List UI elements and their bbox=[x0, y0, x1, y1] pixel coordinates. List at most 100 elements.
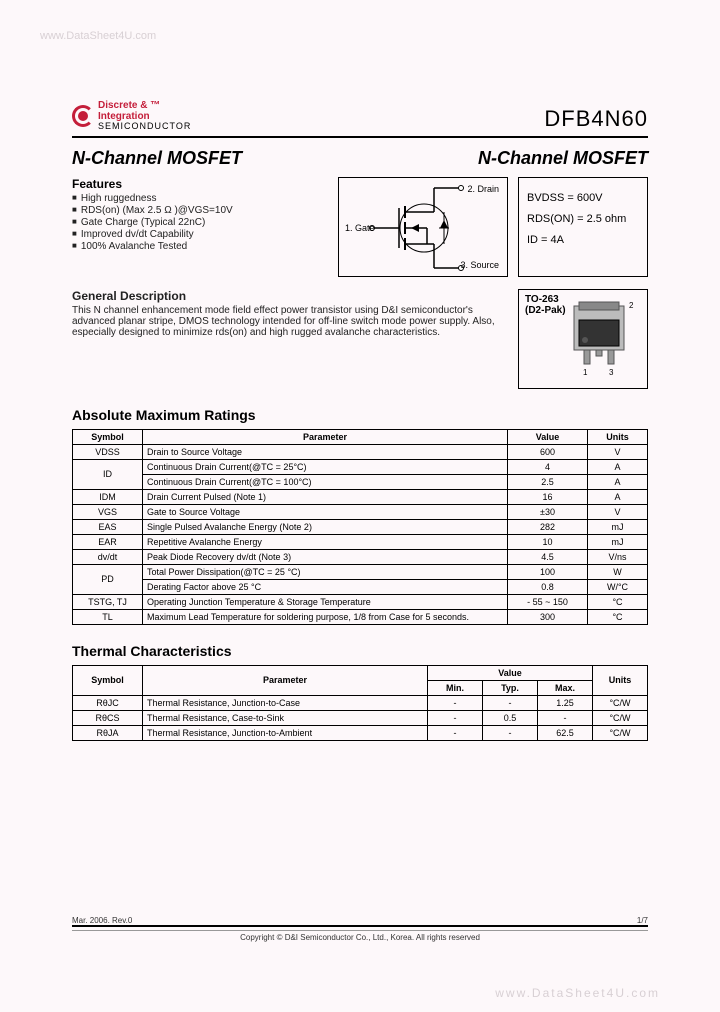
title-row: N-Channel MOSFET N-Channel MOSFET bbox=[72, 148, 648, 169]
footer-page: 1/7 bbox=[637, 916, 648, 925]
table-row: RθCSThermal Resistance, Case-to-Sink-0.5… bbox=[73, 710, 648, 725]
thermal-table: Symbol Parameter Value Units Min. Typ. M… bbox=[72, 665, 648, 741]
footer: Mar. 2006. Rev.0 1/7 Copyright © D&I Sem… bbox=[72, 916, 648, 942]
cell-unit: °C bbox=[588, 594, 648, 609]
table-row: Continuous Drain Current(@TC = 100°C)2.5… bbox=[73, 474, 648, 489]
cell-min: - bbox=[428, 710, 483, 725]
cell-unit: A bbox=[588, 474, 648, 489]
spec-id: ID = 4A bbox=[527, 230, 639, 251]
table-row: EARRepetitive Avalanche Energy10mJ bbox=[73, 534, 648, 549]
svg-text:2: 2 bbox=[629, 301, 634, 310]
cell-typ: - bbox=[483, 725, 538, 740]
svg-text:3: 3 bbox=[609, 368, 614, 377]
table-row: TLMaximum Lead Temperature for soldering… bbox=[73, 609, 648, 624]
table-row: VDSSDrain to Source Voltage600V bbox=[73, 444, 648, 459]
cell-unit: W/°C bbox=[588, 579, 648, 594]
cell-symbol: RθJA bbox=[73, 725, 143, 740]
cell-parameter: Maximum Lead Temperature for soldering p… bbox=[143, 609, 508, 624]
cell-symbol: EAR bbox=[73, 534, 143, 549]
cell-parameter: Drain Current Pulsed (Note 1) bbox=[143, 489, 508, 504]
table-row: RθJAThermal Resistance, Junction-to-Ambi… bbox=[73, 725, 648, 740]
th-max: Max. bbox=[538, 680, 593, 695]
cell-unit: mJ bbox=[588, 519, 648, 534]
footer-rev: Mar. 2006. Rev.0 bbox=[72, 916, 132, 925]
spec-box: BVDSS = 600V RDS(ON) = 2.5 ohm ID = 4A bbox=[518, 177, 648, 277]
header: Discrete & ™ Integration SEMICONDUCTOR D… bbox=[72, 100, 648, 138]
spec-rdson: RDS(ON) = 2.5 ohm bbox=[527, 209, 639, 230]
table-row: VGSGate to Source Voltage±30V bbox=[73, 504, 648, 519]
cell-value: 100 bbox=[508, 564, 588, 579]
cell-typ: 0.5 bbox=[483, 710, 538, 725]
abs-max-table: Symbol Parameter Value Units VDSSDrain t… bbox=[72, 429, 648, 625]
col-parameter: Parameter bbox=[143, 429, 508, 444]
watermark-top: www.DataSheet4U.com bbox=[40, 30, 156, 42]
cell-value: 16 bbox=[508, 489, 588, 504]
cell-value: 4 bbox=[508, 459, 588, 474]
cell-typ: - bbox=[483, 695, 538, 710]
cell-unit: W bbox=[588, 564, 648, 579]
cell-value: - 55 ~ 150 bbox=[508, 594, 588, 609]
cell-unit: V/ns bbox=[588, 549, 648, 564]
feature-item: Gate Charge (Typical 22nC) bbox=[72, 217, 328, 228]
gate-label: 1. Gate bbox=[345, 223, 375, 233]
title-left: N-Channel MOSFET bbox=[72, 148, 242, 169]
cell-parameter: Thermal Resistance, Junction-to-Ambient bbox=[143, 725, 428, 740]
table-row: RθJCThermal Resistance, Junction-to-Case… bbox=[73, 695, 648, 710]
cell-unit: V bbox=[588, 504, 648, 519]
logo-line3: SEMICONDUCTOR bbox=[98, 121, 191, 131]
table-row: IDMDrain Current Pulsed (Note 1)16A bbox=[73, 489, 648, 504]
logo: Discrete & ™ Integration SEMICONDUCTOR bbox=[72, 100, 191, 132]
cell-value: 0.8 bbox=[508, 579, 588, 594]
general-description: General Description This N channel enhan… bbox=[72, 289, 504, 338]
cell-parameter: Peak Diode Recovery dv/dt (Note 3) bbox=[143, 549, 508, 564]
watermark-bottom: www.DataSheet4U.com bbox=[495, 986, 660, 1000]
feature-item: 100% Avalanche Tested bbox=[72, 241, 328, 252]
cell-unit: A bbox=[588, 489, 648, 504]
feature-item: High ruggedness bbox=[72, 193, 328, 204]
cell-value: 2.5 bbox=[508, 474, 588, 489]
source-label: 3. Source bbox=[460, 260, 499, 270]
cell-value: 10 bbox=[508, 534, 588, 549]
features-row: Features High ruggedness RDS(on) (Max 2.… bbox=[72, 177, 648, 277]
col-units: Units bbox=[588, 429, 648, 444]
drain-label: 2. Drain bbox=[467, 184, 499, 194]
title-right: N-Channel MOSFET bbox=[478, 148, 648, 169]
cell-parameter: Thermal Resistance, Junction-to-Case bbox=[143, 695, 428, 710]
features-block: Features High ruggedness RDS(on) (Max 2.… bbox=[72, 177, 328, 253]
cell-symbol: EAS bbox=[73, 519, 143, 534]
cell-unit: °C bbox=[588, 609, 648, 624]
cell-parameter: Gate to Source Voltage bbox=[143, 504, 508, 519]
cell-symbol: TL bbox=[73, 609, 143, 624]
cell-unit: °C/W bbox=[593, 710, 648, 725]
table-row: PDTotal Power Dissipation(@TC = 25 °C)10… bbox=[73, 564, 648, 579]
cell-parameter: Continuous Drain Current(@TC = 100°C) bbox=[143, 474, 508, 489]
package-box: TO-263 (D2-Pak) 1 3 2 bbox=[518, 289, 648, 389]
cell-min: - bbox=[428, 725, 483, 740]
cell-max: - bbox=[538, 710, 593, 725]
th-min: Min. bbox=[428, 680, 483, 695]
cell-unit: °C/W bbox=[593, 695, 648, 710]
cell-parameter: Thermal Resistance, Case-to-Sink bbox=[143, 710, 428, 725]
cell-parameter: Continuous Drain Current(@TC = 25°C) bbox=[143, 459, 508, 474]
th-units: Units bbox=[593, 665, 648, 695]
cell-parameter: Operating Junction Temperature & Storage… bbox=[143, 594, 508, 609]
cell-value: 4.5 bbox=[508, 549, 588, 564]
cell-max: 62.5 bbox=[538, 725, 593, 740]
features-heading: Features bbox=[72, 177, 328, 191]
feature-item: RDS(on) (Max 2.5 Ω )@VGS=10V bbox=[72, 205, 328, 216]
svg-text:1: 1 bbox=[583, 368, 588, 377]
cell-symbol: dv/dt bbox=[73, 549, 143, 564]
logo-icon bbox=[72, 105, 94, 127]
general-heading: General Description bbox=[72, 289, 504, 303]
feature-item: Improved dv/dt Capability bbox=[72, 229, 328, 240]
cell-symbol: RθCS bbox=[73, 710, 143, 725]
cell-parameter: Single Pulsed Avalanche Energy (Note 2) bbox=[143, 519, 508, 534]
table-row: IDContinuous Drain Current(@TC = 25°C)4A bbox=[73, 459, 648, 474]
package-icon: 1 3 2 bbox=[559, 300, 639, 380]
table-row: EASSingle Pulsed Avalanche Energy (Note … bbox=[73, 519, 648, 534]
cell-parameter: Drain to Source Voltage bbox=[143, 444, 508, 459]
cell-unit: mJ bbox=[588, 534, 648, 549]
cell-symbol: VDSS bbox=[73, 444, 143, 459]
cell-parameter: Total Power Dissipation(@TC = 25 °C) bbox=[143, 564, 508, 579]
cell-unit: °C/W bbox=[593, 725, 648, 740]
